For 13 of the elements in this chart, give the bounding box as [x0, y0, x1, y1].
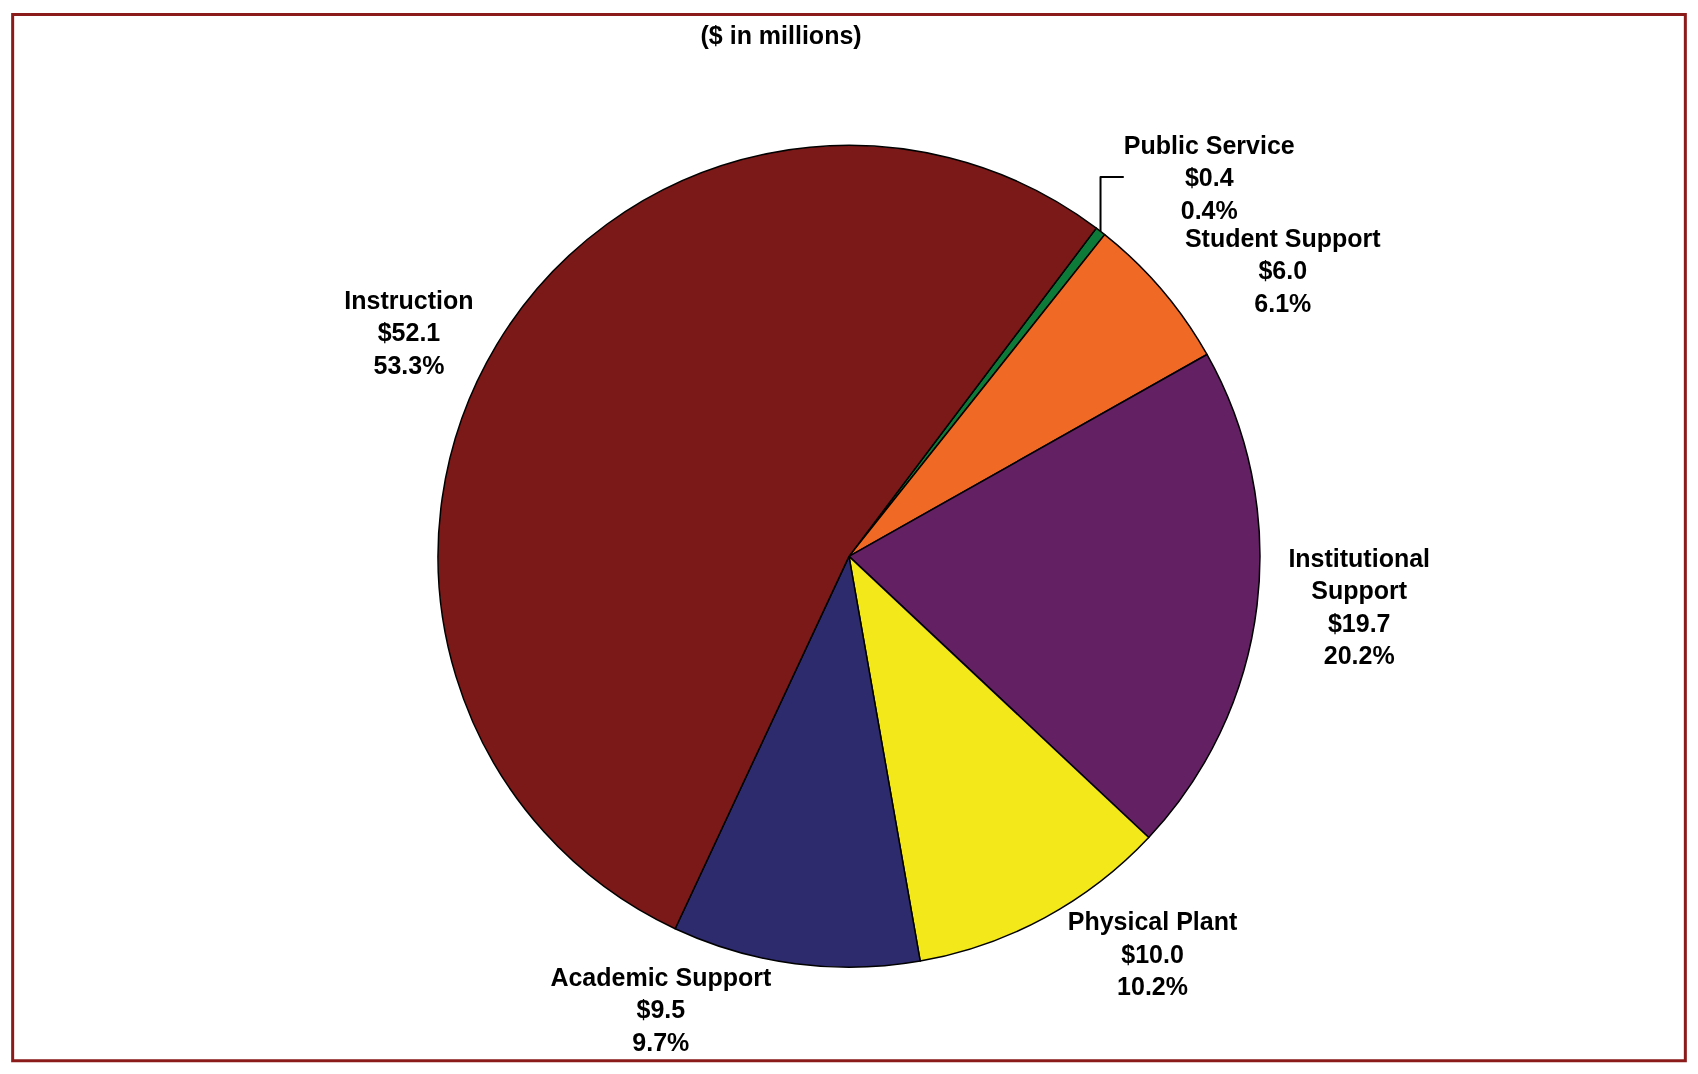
- chart-title: ($ in millions): [700, 21, 862, 50]
- data-label: $52.1 53.3%: [373, 318, 445, 379]
- slice-label: Public Service: [1123, 130, 1295, 159]
- slice-label: Physical Plant: [1067, 907, 1238, 936]
- data-label: $9.5 9.7%: [632, 995, 690, 1056]
- slice-label: Instruction: [344, 285, 474, 314]
- slice-label: Academic Support: [550, 962, 772, 991]
- data-label: $19.7 20.2%: [1323, 608, 1395, 670]
- data-label: $0.4 0.4%: [1180, 163, 1238, 224]
- slice-label: Institutional Support: [1288, 543, 1431, 605]
- slice-label: Student Support: [1184, 223, 1382, 252]
- data-label: $10.0 10.2%: [1117, 939, 1188, 1001]
- data-label: $6.0 6.1%: [1254, 256, 1312, 317]
